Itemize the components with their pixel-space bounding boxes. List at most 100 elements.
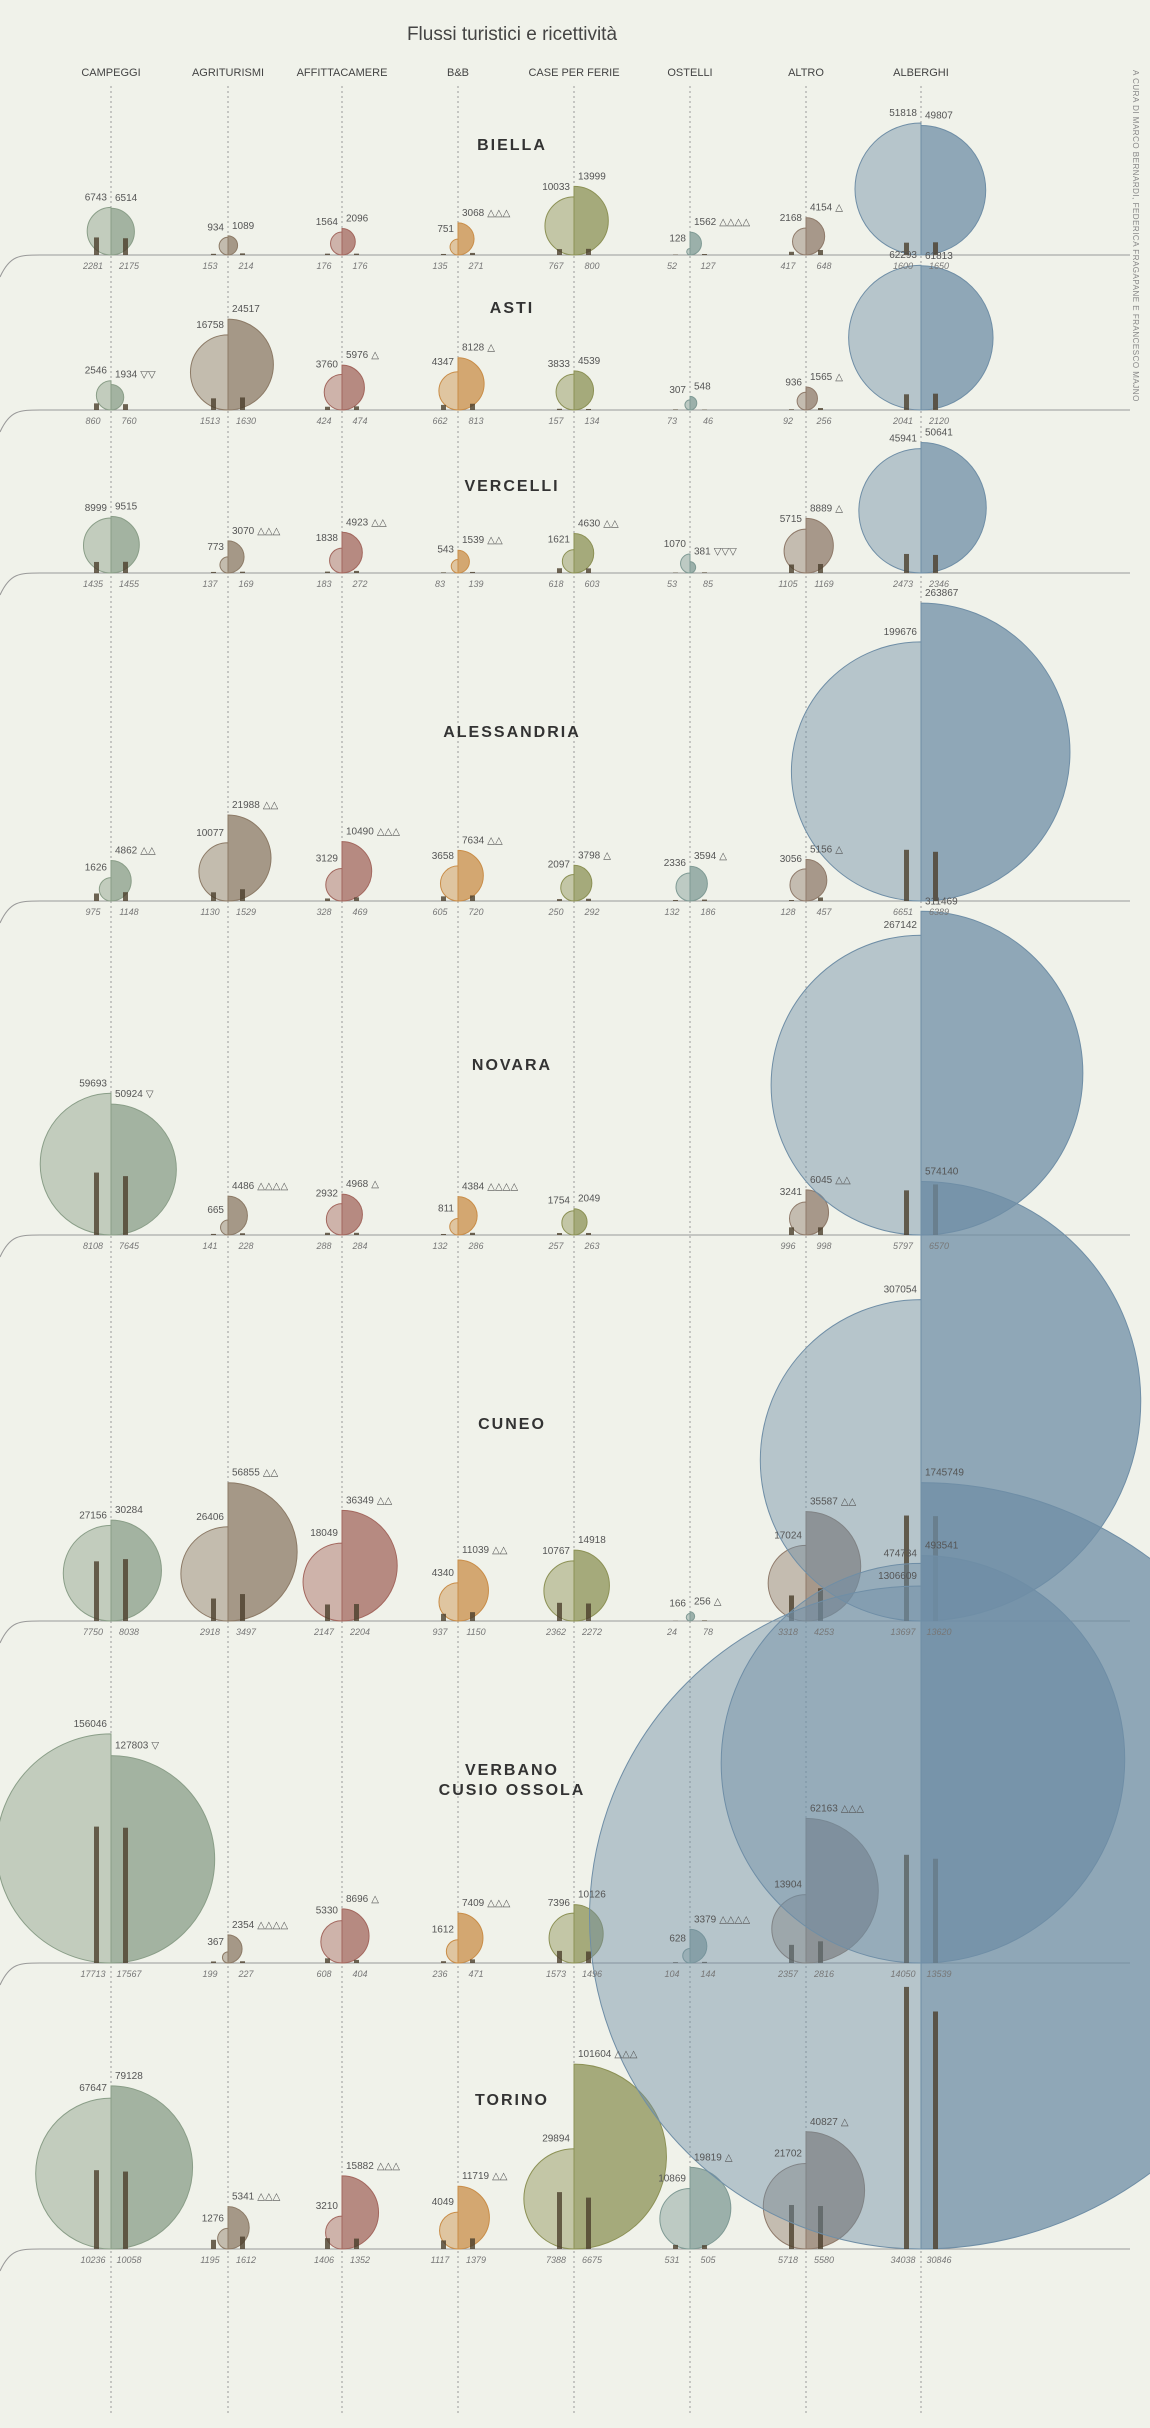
trend-note: △	[714, 1597, 722, 1608]
bed-label: 417	[780, 261, 796, 271]
bed-label: 1650	[929, 261, 949, 271]
value-label: 3068	[462, 208, 485, 219]
half-bubble	[763, 2163, 807, 2250]
value-label: 3760	[316, 359, 339, 370]
bed-bar	[325, 1604, 330, 1621]
value-label: 773	[207, 542, 224, 553]
bed-bar	[904, 1986, 909, 2249]
half-bubble	[110, 860, 132, 902]
bed-label: 227	[237, 1969, 254, 1979]
column-header: OSTELLI	[667, 67, 712, 79]
half-bubble	[457, 357, 485, 411]
value-label: 2336	[664, 858, 687, 869]
baseline	[0, 2248, 1130, 2272]
bed-bar	[673, 899, 678, 901]
bed-bar	[325, 898, 330, 901]
column-header: ALTRO	[788, 67, 824, 79]
bed-bar	[240, 2236, 245, 2249]
bed-label: 141	[202, 1241, 217, 1251]
bed-bar	[702, 1961, 707, 1963]
value-label: 2096	[346, 213, 369, 224]
value-label: 6045	[810, 1175, 833, 1186]
trend-note: △	[835, 844, 843, 855]
bed-bar	[94, 893, 99, 901]
value-label: 59693	[79, 1078, 107, 1089]
trend-note: ▽	[151, 1741, 159, 1752]
bed-label: 767	[548, 261, 564, 271]
bed-label: 17567	[116, 1969, 142, 1979]
bed-bar	[789, 564, 794, 573]
value-label: 199676	[884, 627, 918, 638]
bed-bar	[789, 1944, 794, 1963]
half-bubble	[86, 206, 112, 256]
baseline	[0, 1234, 1130, 1258]
half-bubble	[796, 391, 807, 411]
value-label: 5341	[232, 2192, 255, 2203]
half-bubble	[82, 517, 112, 574]
bed-label: 183	[316, 579, 331, 589]
bed-bar	[557, 2192, 562, 2249]
bed-label: 469	[352, 907, 367, 917]
value-label: 40827	[810, 2117, 838, 2128]
value-label: 4539	[578, 356, 601, 367]
half-bubble	[110, 2085, 193, 2250]
bed-label: 135	[432, 261, 448, 271]
bed-label: 52	[667, 261, 677, 271]
trend-note: △△	[603, 519, 619, 530]
half-bubble	[227, 540, 245, 574]
bed-bar	[441, 572, 446, 573]
column-header: CAMPEGGI	[81, 67, 140, 79]
half-bubble	[227, 1482, 298, 1622]
bed-label: 424	[316, 416, 331, 426]
trend-note: △△	[140, 846, 156, 857]
half-bubble	[439, 2211, 459, 2250]
trend-note: △	[841, 2117, 849, 2128]
half-bubble	[788, 1201, 807, 1236]
bed-bar	[240, 397, 245, 410]
bed-bar	[789, 2204, 794, 2249]
bed-label: 10058	[116, 2255, 141, 2265]
half-bubble	[110, 207, 135, 256]
trend-note: △△△△	[257, 1920, 288, 1931]
value-label: 3658	[432, 851, 455, 862]
bed-label: 2147	[313, 1627, 335, 1637]
bed-label: 128	[780, 907, 795, 917]
half-bubble	[449, 1217, 459, 1236]
bed-label: 5718	[778, 2255, 798, 2265]
half-bubble	[438, 1582, 459, 1622]
bed-label: 85	[703, 579, 714, 589]
value-label: 936	[785, 377, 802, 388]
column-header: B&B	[447, 67, 469, 79]
bed-bar	[470, 1612, 475, 1621]
bed-bar	[325, 2238, 330, 2249]
trend-note: △	[371, 1894, 379, 1905]
value-label: 62293	[889, 250, 917, 261]
bed-bar	[240, 571, 245, 573]
bed-label: 720	[468, 907, 483, 917]
bed-label: 286	[467, 1241, 483, 1251]
half-bubble	[341, 227, 356, 256]
bed-bar	[557, 899, 562, 901]
half-bubble	[689, 2166, 732, 2250]
value-label: 1565	[810, 372, 833, 383]
value-label: 381	[694, 547, 711, 558]
half-bubble	[689, 865, 708, 902]
bed-bar	[904, 242, 909, 255]
bed-label: 157	[548, 416, 564, 426]
value-label: 4347	[432, 357, 455, 368]
value-label: 307054	[884, 1285, 918, 1296]
value-label: 18049	[310, 1528, 338, 1539]
half-bubble	[805, 217, 826, 256]
half-bubble	[320, 1920, 343, 1964]
value-label: 3798	[578, 850, 601, 861]
bed-label: 13697	[890, 1627, 916, 1637]
half-bubble	[675, 872, 691, 902]
bed-label: 2362	[545, 1627, 566, 1637]
value-label: 4384	[462, 1182, 485, 1193]
value-label: 61813	[925, 251, 953, 262]
bed-label: 7388	[546, 2255, 566, 2265]
half-bubble	[440, 865, 459, 902]
value-label: 101604	[578, 2049, 612, 2060]
bed-bar	[354, 253, 359, 255]
bed-bar	[789, 1227, 794, 1235]
